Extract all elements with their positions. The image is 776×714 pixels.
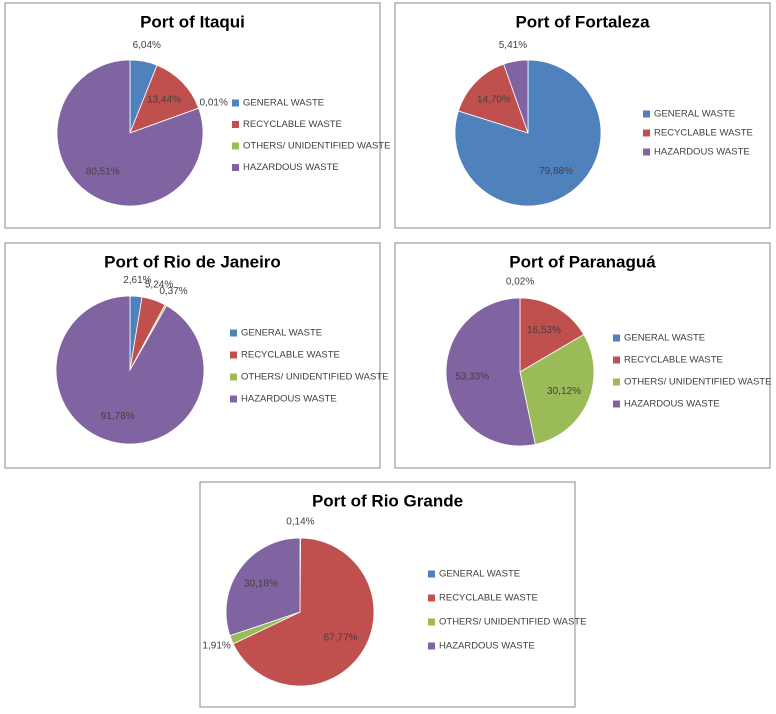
legend-swatch [428,594,435,602]
legend-swatch [643,148,650,156]
legend-label: RECYCLABLE WASTE [241,350,340,361]
pie-slice [232,537,375,687]
legend-swatch [232,99,239,107]
legend-label: OTHERS/ UNIDENTIFIED WASTE [624,377,771,388]
legend-label: GENERAL WASTE [243,98,324,109]
data-label: 2,61% [123,275,151,286]
legend-label: RECYCLABLE WASTE [654,128,753,139]
data-label: 79,88% [539,166,573,177]
legend-label: OTHERS/ UNIDENTIFIED WASTE [243,141,390,152]
legend-swatch [230,351,237,359]
data-label: 53,33% [455,372,489,383]
legend-swatch [613,400,620,408]
legend-label: GENERAL WASTE [624,333,705,344]
legend-label: HAZARDOUS WASTE [654,147,750,158]
legend-label: RECYCLABLE WASTE [243,119,342,130]
data-label: 0,14% [286,517,314,528]
pie-slice [129,64,200,134]
data-label: 91,78% [101,411,135,422]
pie-slice [55,295,205,445]
pie-slice [519,297,585,373]
data-label: 6,04% [133,40,161,51]
chart-title: Port of Itaqui [140,12,245,31]
data-label: 5,41% [499,40,527,51]
pie-slice [503,59,529,134]
chart-title: Port of Fortaleza [515,12,650,31]
data-label: 5,24% [145,279,173,290]
data-label: 80,51% [86,166,120,177]
data-label: 0,01% [200,97,228,108]
legend-label: GENERAL WASTE [439,569,520,580]
pie-slice [225,537,301,637]
legend-swatch [428,570,435,578]
legend-swatch [232,121,239,128]
legend-label: OTHERS/ UNIDENTIFIED WASTE [241,372,388,383]
pie-slice [56,59,204,207]
data-label: 30,12% [547,386,581,397]
legend-swatch [613,334,620,342]
pie-slice [457,63,529,134]
legend-label: GENERAL WASTE [241,328,322,339]
legend-swatch [428,618,435,626]
legend-label: GENERAL WASTE [654,109,735,120]
legend-swatch [613,378,620,386]
legend-label: HAZARDOUS WASTE [439,641,535,652]
legend-label: RECYCLABLE WASTE [439,593,538,604]
legend-swatch [643,129,650,137]
pie-slice [454,59,602,207]
legend-swatch [643,110,650,118]
legend-swatch [230,395,237,403]
legend-swatch [232,142,239,150]
data-label: 0,02% [506,277,534,288]
chart-title: Port of Paranaguá [509,252,656,271]
chart-title: Port of Rio Grande [312,491,463,510]
legend-label: HAZARDOUS WASTE [624,399,720,410]
data-label: 1,91% [202,640,230,651]
legend-label: RECYCLABLE WASTE [624,355,723,366]
legend-label: HAZARDOUS WASTE [241,394,337,405]
data-label: 0,37% [159,286,187,297]
data-label: 30,18% [244,579,278,590]
chart-title: Port of Rio de Janeiro [104,252,281,271]
legend-swatch [232,164,239,171]
data-label: 13,44% [147,95,181,106]
pie-slice [445,297,536,447]
legend-swatch [613,356,620,364]
legend-swatch [230,373,237,381]
legend-swatch [230,329,237,337]
pie-slice [519,333,595,445]
legend-swatch [428,642,435,650]
data-label: 67,77% [324,632,358,643]
data-label: 16,53% [527,325,561,336]
legend-label: HAZARDOUS WASTE [243,162,339,173]
legend-label: OTHERS/ UNIDENTIFIED WASTE [439,617,586,628]
data-label: 14,70% [477,95,511,106]
